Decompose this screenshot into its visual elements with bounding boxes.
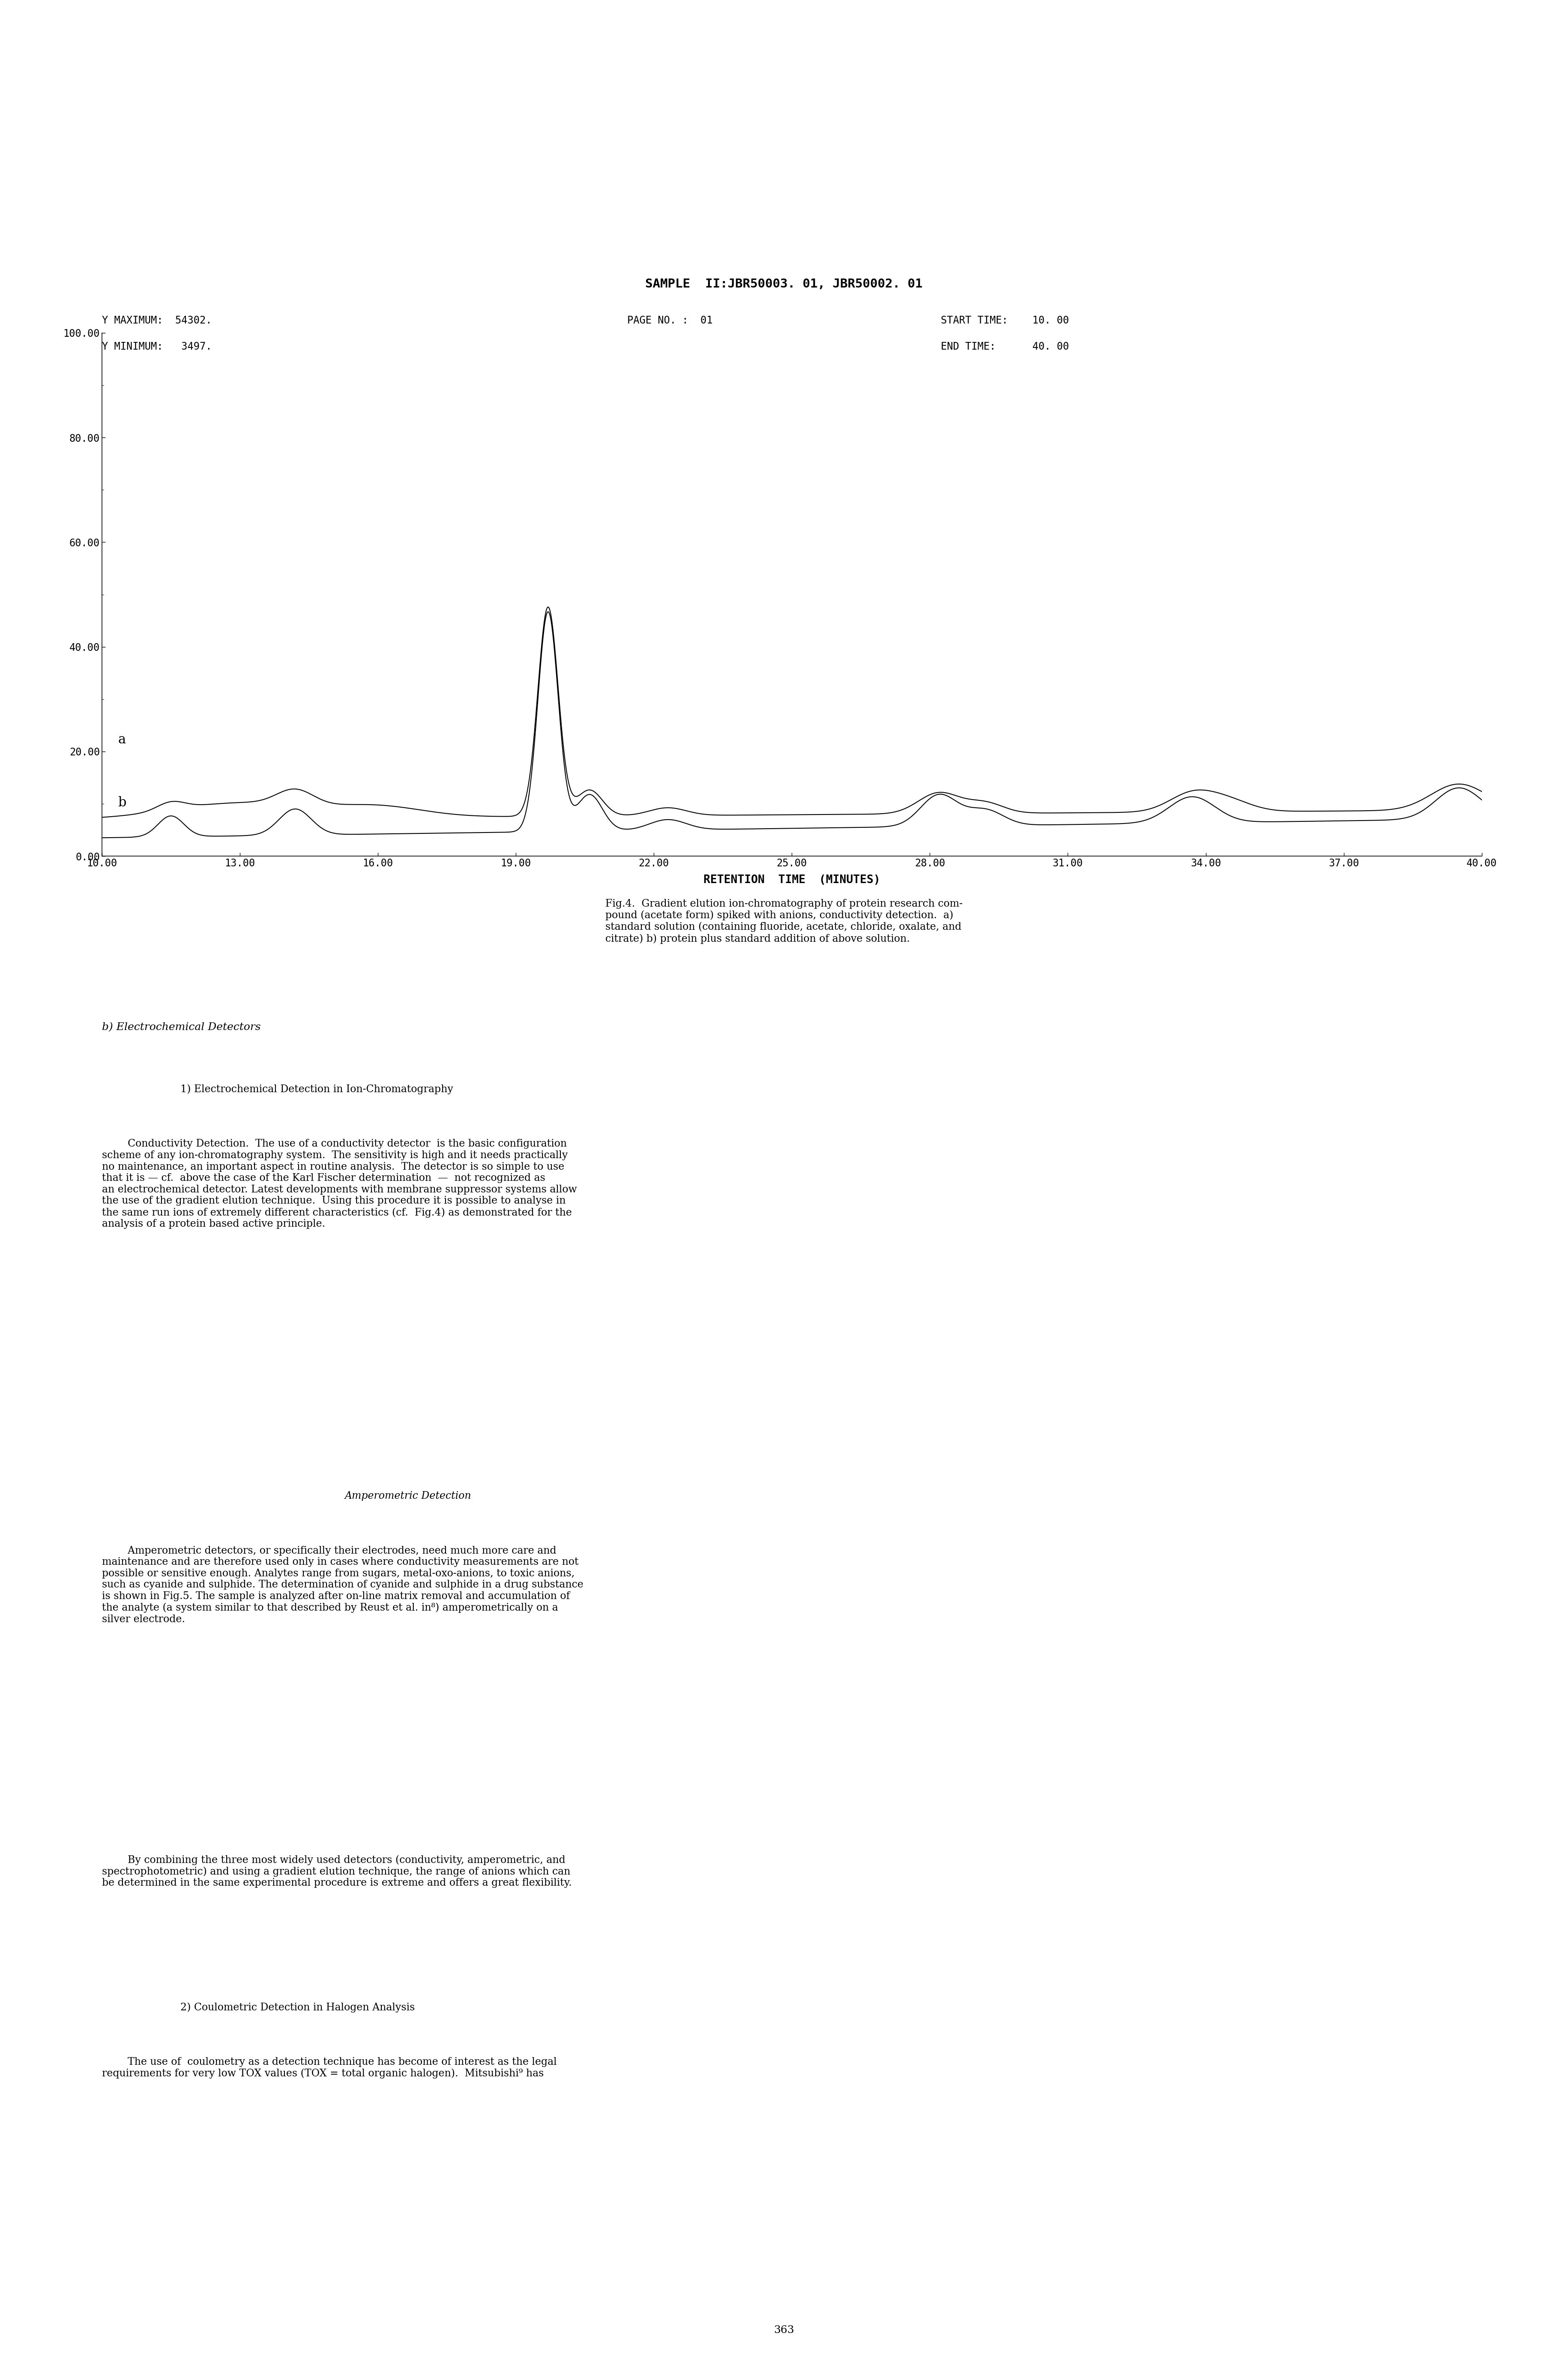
Text: The use of  coulometry as a detection technique has become of interest as the le: The use of coulometry as a detection tec… xyxy=(102,2057,557,2078)
Text: Fig.4.  Gradient elution ion-chromatography of protein research com-
pound (acet: Fig.4. Gradient elution ion-chromatograp… xyxy=(605,899,963,944)
Text: Y MINIMUM:   3497.: Y MINIMUM: 3497. xyxy=(102,342,212,352)
Text: PAGE NO. :  01: PAGE NO. : 01 xyxy=(627,316,713,326)
Text: b) Electrochemical Detectors: b) Electrochemical Detectors xyxy=(102,1023,260,1032)
Text: Amperometric detectors, or specifically their electrodes, need much more care an: Amperometric detectors, or specifically … xyxy=(102,1546,583,1624)
Text: Y MAXIMUM:  54302.: Y MAXIMUM: 54302. xyxy=(102,316,212,326)
Text: 363: 363 xyxy=(773,2326,795,2335)
Text: 1) Electrochemical Detection in Ion-Chromatography: 1) Electrochemical Detection in Ion-Chro… xyxy=(180,1084,453,1094)
Text: END TIME:      40. 00: END TIME: 40. 00 xyxy=(941,342,1069,352)
Text: Amperometric Detection: Amperometric Detection xyxy=(345,1491,472,1501)
Text: SAMPLE  II:JBR50003. 01, JBR50002. 01: SAMPLE II:JBR50003. 01, JBR50002. 01 xyxy=(646,278,922,290)
Text: START TIME:    10. 00: START TIME: 10. 00 xyxy=(941,316,1069,326)
Text: 2) Coulometric Detection in Halogen Analysis: 2) Coulometric Detection in Halogen Anal… xyxy=(180,2002,416,2012)
Text: By combining the three most widely used detectors (conductivity, amperometric, a: By combining the three most widely used … xyxy=(102,1855,572,1888)
X-axis label: RETENTION  TIME  (MINUTES): RETENTION TIME (MINUTES) xyxy=(704,875,880,885)
Text: a: a xyxy=(118,732,125,747)
Text: Conductivity Detection.  The use of a conductivity detector  is the basic config: Conductivity Detection. The use of a con… xyxy=(102,1139,577,1229)
Text: b: b xyxy=(118,797,127,809)
